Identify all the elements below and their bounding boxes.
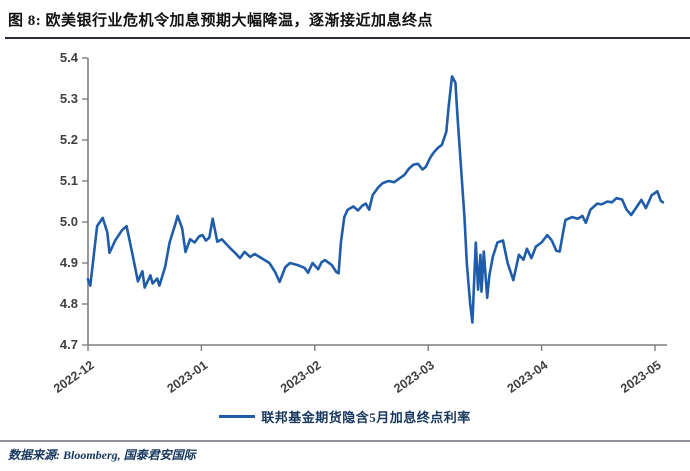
svg-text:5.4: 5.4 <box>60 50 79 65</box>
svg-text:5.3: 5.3 <box>60 91 78 106</box>
svg-text:2023-02: 2023-02 <box>278 358 324 396</box>
line-chart: 4.7 4.8 4.9 5.0 5.1 5.2 5.3 5.4 2022-12 2023-01 20… <box>51 50 667 396</box>
footer-divider <box>0 440 690 442</box>
svg-text:4.7: 4.7 <box>60 337 78 352</box>
svg-text:4.9: 4.9 <box>60 255 78 270</box>
legend-line-marker <box>219 415 256 418</box>
svg-text:2022-12: 2022-12 <box>51 358 97 396</box>
svg-text:2023-04: 2023-04 <box>505 358 551 396</box>
svg-text:5.1: 5.1 <box>60 173 78 188</box>
figure-title: 图 8: 欧美银行业危机令加息预期大幅降温，逐渐接近加息终点 <box>8 13 433 29</box>
svg-text:5.0: 5.0 <box>60 214 78 229</box>
chart-legend: 联邦基金期货隐含5月加息终点利率 <box>0 407 690 426</box>
svg-text:2023-03: 2023-03 <box>391 358 437 396</box>
svg-text:4.8: 4.8 <box>60 296 78 311</box>
data-source-note: 数据来源: Bloomberg, 国泰君安国际 <box>8 448 196 462</box>
svg-text:5.2: 5.2 <box>60 132 78 147</box>
svg-text:2023-05: 2023-05 <box>618 358 664 396</box>
svg-text:2023-01: 2023-01 <box>165 358 211 396</box>
title-underline <box>5 37 690 39</box>
legend-label: 联邦基金期货隐含5月加息终点利率 <box>261 410 471 425</box>
